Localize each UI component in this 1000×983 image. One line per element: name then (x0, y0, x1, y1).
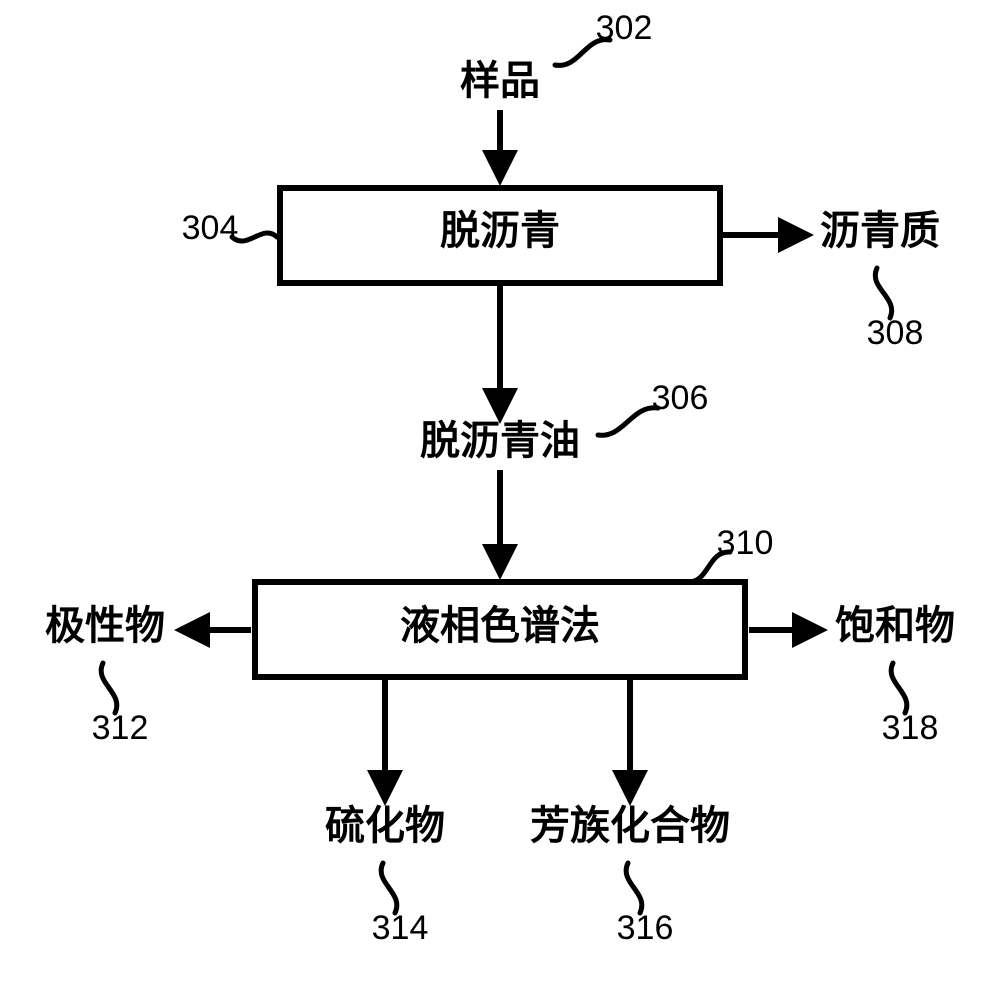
ref-sample: 302 (596, 9, 653, 47)
label-polar: 极性物 (45, 603, 165, 648)
ref-saturate: 318 (882, 709, 939, 747)
ref-deasphalt: 304 (182, 209, 239, 247)
label-sample: 样品 (460, 58, 540, 103)
ref-leader-aromatic (626, 863, 642, 913)
label-saturate: 饱和物 (835, 603, 955, 648)
ref-leader-polar (101, 663, 117, 713)
ref-asphaltene: 308 (867, 314, 924, 352)
ref-polar: 312 (92, 709, 149, 747)
label-deasphalted-oil: 脱沥青油 (420, 418, 580, 463)
label-liquid-chromatography: 液相色谱法 (400, 603, 600, 648)
ref-leader-saturate (891, 663, 907, 713)
ref-deasphalted-oil: 306 (652, 379, 709, 417)
label-aromatic: 芳族化合物 (530, 803, 730, 848)
ref-leader-dao (598, 408, 658, 436)
ref-aromatic: 316 (617, 909, 674, 947)
ref-leader-asphaltene (875, 268, 891, 318)
ref-leaders-group (101, 40, 907, 913)
ref-liquid-chromatography: 310 (717, 524, 774, 562)
ref-leader-deasphalt (232, 233, 277, 241)
label-deasphalt: 脱沥青 (440, 208, 560, 253)
label-sulfide: 硫化物 (325, 803, 445, 848)
label-asphaltene: 沥青质 (820, 208, 940, 253)
ref-leader-sulfide (381, 863, 397, 913)
ref-sulfide: 314 (372, 909, 429, 947)
flowchart-diagram: 样品 脱沥青 沥青质 脱沥青油 液相色谱法 极性物 饱和物 硫化物 芳族化合物 … (0, 0, 1000, 983)
